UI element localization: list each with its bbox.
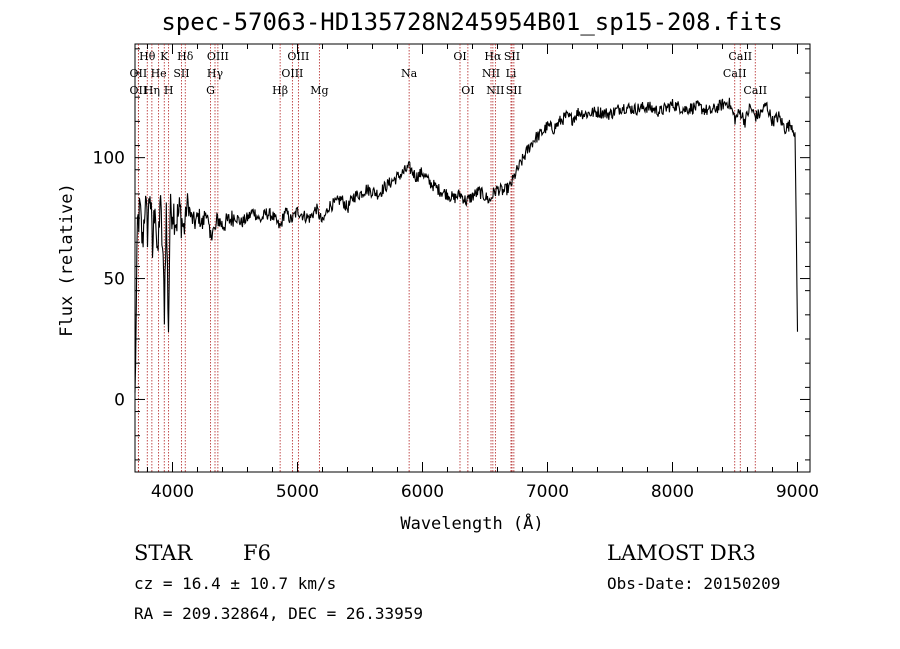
line-marker-label: Hγ [207, 67, 224, 80]
line-marker-label: Hθ [139, 50, 156, 63]
object-class: STAR [134, 541, 193, 565]
line-marker-label: OIII [287, 50, 309, 63]
line-marker-label: Mg [310, 84, 328, 97]
line-marker-label: CaII [728, 50, 752, 63]
axis-ticks [135, 44, 810, 472]
chart-title: spec-57063-HD135728N245954B01_sp15-208.f… [161, 8, 783, 36]
spectral-line-markers [137, 44, 756, 472]
x-tick-label: 7000 [526, 482, 569, 502]
y-tick-label: 0 [114, 390, 125, 410]
line-marker-label: NII [482, 67, 500, 80]
y-axis-label: Flux (relative) [57, 183, 77, 337]
line-marker-label: OIII [207, 50, 229, 63]
ra-dec-coordinates: RA = 209.32864, DEC = 26.33959 [134, 604, 423, 623]
line-marker-label: CaII [723, 67, 747, 80]
survey-name: LAMOST DR3 [607, 541, 756, 565]
line-marker-label: Na [401, 67, 418, 80]
line-marker-label: OII [130, 84, 148, 97]
line-marker-label: He [151, 67, 167, 80]
line-marker-label: K [160, 50, 169, 63]
x-tick-label: 9000 [776, 482, 819, 502]
line-marker-label: OIII [281, 67, 303, 80]
x-tick-label: 5000 [276, 482, 319, 502]
line-marker-label: OI [453, 50, 466, 63]
object-subclass: F6 [243, 541, 271, 565]
line-marker-label: H [164, 84, 174, 97]
line-marker-label: SII [173, 67, 189, 80]
line-marker-label: Hα [484, 50, 502, 63]
line-marker-label: Hδ [177, 50, 194, 63]
line-marker-label: Li [506, 67, 517, 80]
axis-tick-labels: 4000 5000 6000 7000 8000 9000 0 50 100 [93, 149, 820, 502]
y-tick-label: 100 [93, 149, 125, 169]
line-marker-label: Hβ [272, 84, 288, 97]
line-marker-label: CaII [743, 84, 767, 97]
line-marker-label: G [206, 84, 215, 97]
observation-date: Obs-Date: 20150209 [607, 574, 781, 593]
x-tick-label: 8000 [651, 482, 694, 502]
line-marker-label: Hη [144, 84, 160, 97]
x-tick-label: 6000 [401, 482, 444, 502]
flux-series-line [134, 97, 799, 393]
line-marker-label: SII [506, 84, 522, 97]
x-axis-label: Wavelength (Å) [400, 512, 543, 534]
line-marker-label: NII [486, 84, 504, 97]
line-marker-label: OI [461, 84, 474, 97]
line-marker-label: SII [504, 50, 520, 63]
y-tick-label: 50 [103, 270, 125, 290]
x-tick-label: 4000 [151, 482, 194, 502]
redshift-velocity: cz = 16.4 ± 10.7 km/s [134, 574, 337, 593]
